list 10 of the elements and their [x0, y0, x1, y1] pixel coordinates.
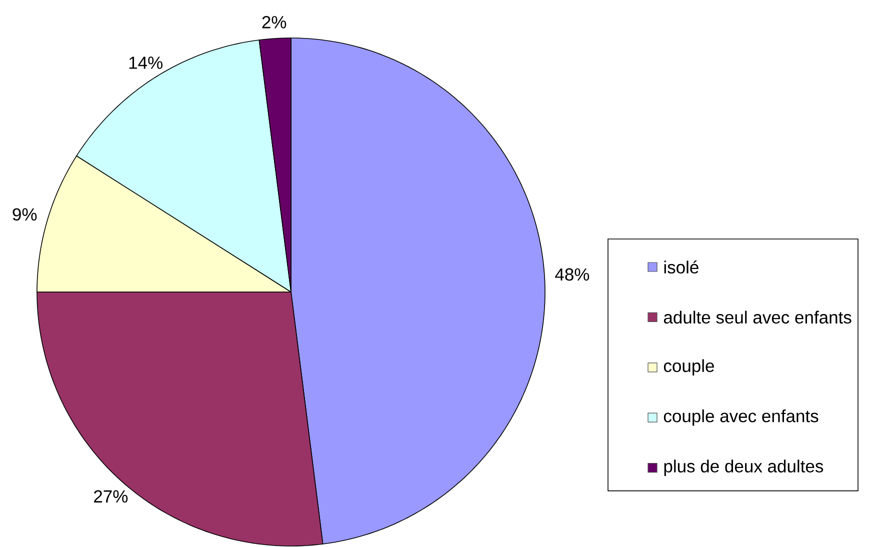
data-label: 48% — [555, 268, 590, 281]
legend-label: couple avec enfants — [664, 409, 818, 426]
legend-label: couple — [664, 359, 714, 376]
legend-label: plus de deux adultes — [664, 460, 824, 476]
data-label: 27% — [94, 490, 128, 503]
data-label: 14% — [129, 56, 162, 69]
data-label: 9% — [12, 208, 37, 221]
legend-label: isolé — [664, 260, 698, 274]
data-label: 2% — [262, 16, 286, 28]
legend-label: adulte seul avec enfants — [664, 310, 852, 324]
